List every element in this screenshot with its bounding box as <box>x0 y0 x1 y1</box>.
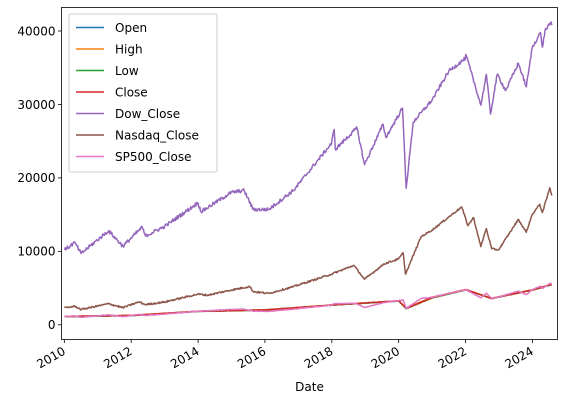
x-tick-label: 2014 <box>168 344 201 371</box>
x-tick-label: 2010 <box>34 344 67 371</box>
y-tick-label: 10000 <box>17 245 55 259</box>
x-axis-ticks: 2010 2012 2014 2016 2018 2020 2022 2024 <box>34 339 536 371</box>
series-layer <box>63 21 553 319</box>
x-tick-label: 2012 <box>101 344 134 371</box>
x-tick-label: 2024 <box>502 344 535 371</box>
series-line-nasdaq-close <box>64 187 553 311</box>
legend-label: Close <box>115 85 148 99</box>
legend-label: SP500_Close <box>115 150 191 164</box>
series-line-open <box>64 283 553 318</box>
y-axis-ticks: 0 10000 20000 30000 40000 <box>17 24 62 332</box>
y-tick-label: 20000 <box>17 171 55 185</box>
series-line-sp500-close <box>64 282 553 319</box>
legend-label: Open <box>115 21 147 35</box>
x-tick-label: 2018 <box>302 344 335 371</box>
legend-label: Nasdaq_Close <box>115 128 199 142</box>
series-line-dow-close <box>63 21 553 255</box>
series-line-low <box>64 283 553 318</box>
series-line-close <box>64 283 553 318</box>
legend-label: High <box>115 42 143 56</box>
legend: Open High Low Close Dow_Close Nasdaq_Close SP5… <box>68 13 218 173</box>
y-tick-label: 0 <box>48 318 56 332</box>
x-tick-label: 2016 <box>235 344 268 371</box>
x-tick-label: 2022 <box>436 344 469 371</box>
legend-label: Low <box>115 64 139 78</box>
series-line-high <box>64 283 553 318</box>
plot-frame <box>61 7 558 340</box>
y-tick-label: 40000 <box>17 24 55 38</box>
x-tick-label: 2020 <box>369 344 402 371</box>
legend-label: Dow_Close <box>115 107 180 121</box>
x-axis-label: Date <box>295 380 324 394</box>
legend-frame <box>68 13 218 173</box>
y-tick-label: 30000 <box>17 98 55 112</box>
